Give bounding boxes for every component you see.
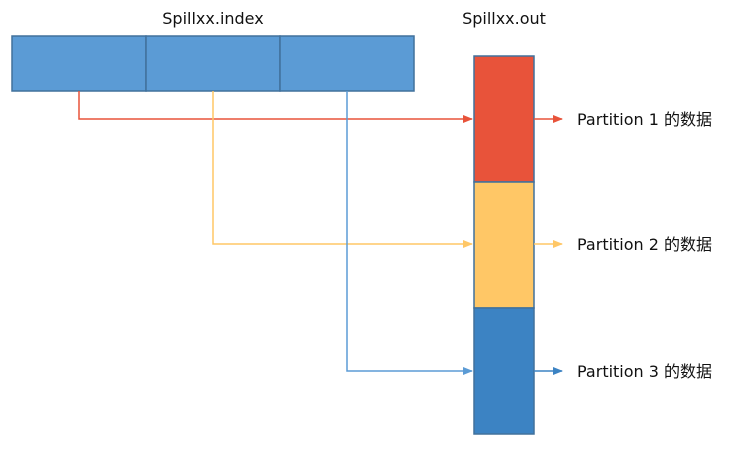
index-to-partition-2-arrow	[212, 91, 473, 248]
out-file-title: Spillxx.out	[462, 9, 546, 28]
index-to-partition-1-arrow	[78, 91, 473, 123]
index-file	[11, 35, 415, 92]
index-to-partition-3-arrow	[346, 91, 473, 375]
out-partition-3-block	[473, 307, 535, 435]
partition-1-label: Partition 1 的数据	[577, 110, 712, 129]
index-cell-1	[11, 35, 147, 92]
partition-3-label: Partition 3 的数据	[577, 362, 712, 381]
out-file	[473, 55, 535, 435]
out-partition-2-block	[473, 181, 535, 309]
index-file-title: Spillxx.index	[162, 9, 263, 28]
index-cell-2	[145, 35, 281, 92]
out-partition-1-block	[473, 55, 535, 183]
index-cell-3	[279, 35, 415, 92]
partition-2-label: Partition 2 的数据	[577, 235, 712, 254]
